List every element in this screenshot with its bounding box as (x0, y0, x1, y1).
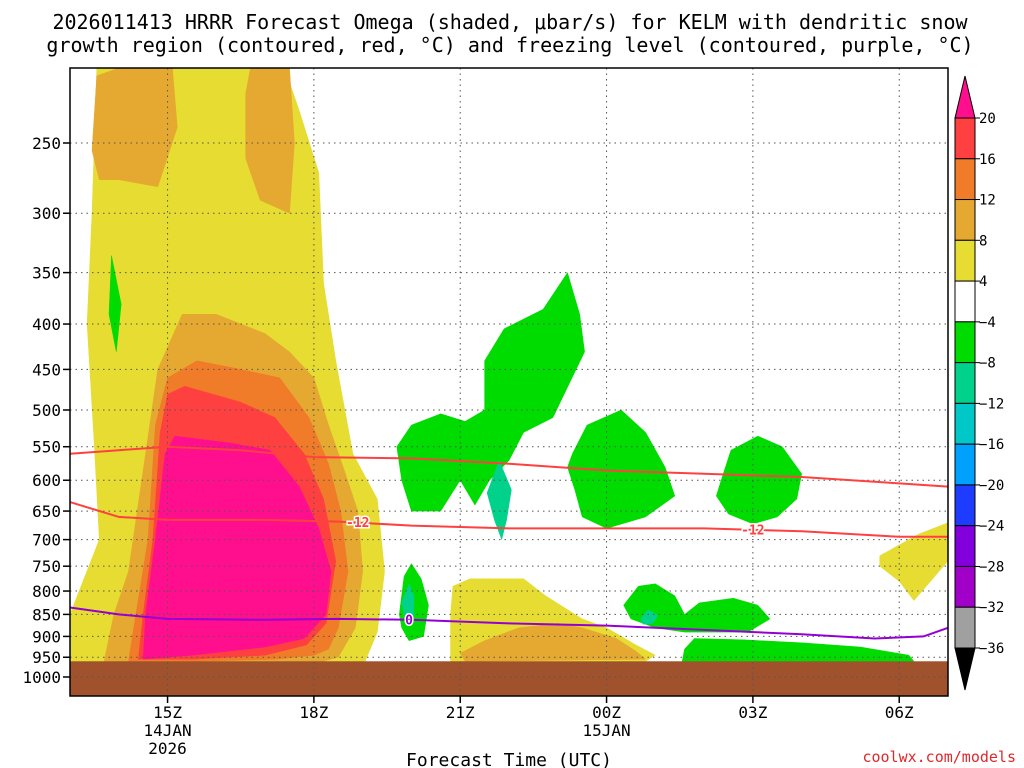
y-tick-label-300: 300 (32, 204, 61, 223)
colorbar-label-0: 20 (979, 111, 996, 127)
omega-region-19 (640, 609, 659, 625)
x-tick-sublabel-15Z-1: 2026 (148, 739, 187, 758)
omega-region-12 (567, 409, 676, 529)
colorbar-label-1: 16 (979, 152, 996, 168)
y-tick-label-250: 250 (32, 134, 61, 153)
colorbar-bin-5 (954, 280, 976, 323)
colorbar-bin-10 (954, 484, 976, 527)
y-tick-label-850: 850 (32, 605, 61, 624)
y-tick-label-350: 350 (32, 264, 61, 283)
colorbar-bin-1 (954, 117, 976, 160)
colorbar-label-2: 12 (979, 193, 996, 209)
omega-region-15 (623, 583, 771, 633)
contour-label-2-0: 0 (405, 613, 413, 628)
plot-area: -12 -12 0 (69, 67, 949, 697)
y-tick-label-900: 900 (32, 627, 61, 646)
contour-label-1-0: -12 (346, 516, 369, 531)
x-axis-title: Forecast Time (UTC) (406, 750, 612, 768)
colorbar-label-8: −16 (979, 437, 1004, 453)
contour-line-1 (69, 501, 948, 538)
colorbar-label-4: 4 (979, 274, 987, 290)
colorbar-bin-9 (954, 443, 976, 486)
x-tick-label-06Z: 06Z (885, 703, 914, 722)
colorbar-bin-13 (954, 606, 976, 649)
x-tick-sublabel-00Z-0: 15JAN (582, 721, 630, 740)
colorbar-bin-3 (954, 199, 976, 241)
grid-lines (70, 68, 948, 696)
colorbar-label-5: −4 (979, 315, 996, 331)
colorbar-cap-top (954, 75, 976, 119)
plot-frame (69, 67, 949, 697)
y-tick-label-700: 700 (32, 531, 61, 550)
y-tick-label-750: 750 (32, 557, 61, 576)
omega-colorbar: 20 16 12 8 4 −4 −8 −12 −16 −20 −24 −28 −32 −36 (954, 75, 1004, 691)
colorbar-cap-bottom (954, 647, 976, 691)
colorbar-bin-12 (954, 565, 976, 608)
x-tick-label-18Z: 18Z (299, 703, 328, 722)
colorbar-label-6: −8 (979, 356, 996, 372)
x-tick-label-00Z: 00Z (592, 703, 621, 722)
x-tick-label-15Z: 15Z (153, 703, 182, 722)
chart-title-line-1: 2026011413 HRRR Forecast Omega (shaded, … (52, 10, 968, 34)
colorbar-label-3: 8 (979, 233, 987, 249)
colorbar-bin-7 (954, 362, 976, 404)
colorbar-bin-2 (954, 158, 976, 201)
contour-line-0 (69, 445, 949, 488)
y-tick-label-650: 650 (32, 502, 61, 521)
y-tick-label-450: 450 (32, 360, 61, 379)
y-tick-label-950: 950 (32, 648, 61, 667)
y-tick-label-500: 500 (32, 401, 61, 420)
y-tick-label-400: 400 (32, 315, 61, 334)
omega-region-10 (108, 255, 122, 352)
omega-region-4 (91, 67, 178, 187)
x-tick-label-03Z: 03Z (738, 703, 767, 722)
y-tick-label-1000: 1000 (22, 668, 61, 687)
omega-region-2 (879, 522, 949, 601)
site-credit: coolwx.com/models (862, 748, 1016, 766)
colorbar-bin-6 (954, 321, 976, 364)
temperature-contours: -12 -12 0 (69, 445, 949, 640)
colorbar-label-9: −20 (979, 478, 1004, 494)
ground-below-surface (70, 661, 948, 696)
colorbar-bin-11 (954, 525, 976, 567)
y-tick-label-600: 600 (32, 471, 61, 490)
chart-title-line-2: growth region (contoured, red, °C) and f… (46, 33, 973, 57)
colorbar-bin-4 (954, 239, 976, 282)
x-tick-label-21Z: 21Z (446, 703, 475, 722)
colorbar-label-12: −32 (979, 600, 1004, 616)
omega-shaded-regions (69, 67, 949, 662)
x-tick-sublabel-15Z-0: 14JAN (143, 721, 191, 740)
y-tick-label-800: 800 (32, 582, 61, 601)
omega-region-11 (396, 272, 585, 512)
colorbar-label-11: −28 (979, 559, 1004, 575)
omega-region-6 (459, 623, 647, 662)
pressure-axis: 250 300 350 400 450 500 550 600 650 700 750 800 850 9… (22, 134, 70, 687)
colorbar-label-10: −24 (979, 519, 1004, 535)
contour-label-1-1: -12 (741, 523, 764, 538)
colorbar-label-13: −36 (979, 641, 1004, 657)
colorbar-bin-8 (954, 402, 976, 445)
y-tick-label-550: 550 (32, 438, 61, 457)
omega-region-16 (681, 638, 915, 662)
colorbar-label-7: −12 (979, 396, 1004, 412)
contour-line-2 (69, 606, 949, 640)
